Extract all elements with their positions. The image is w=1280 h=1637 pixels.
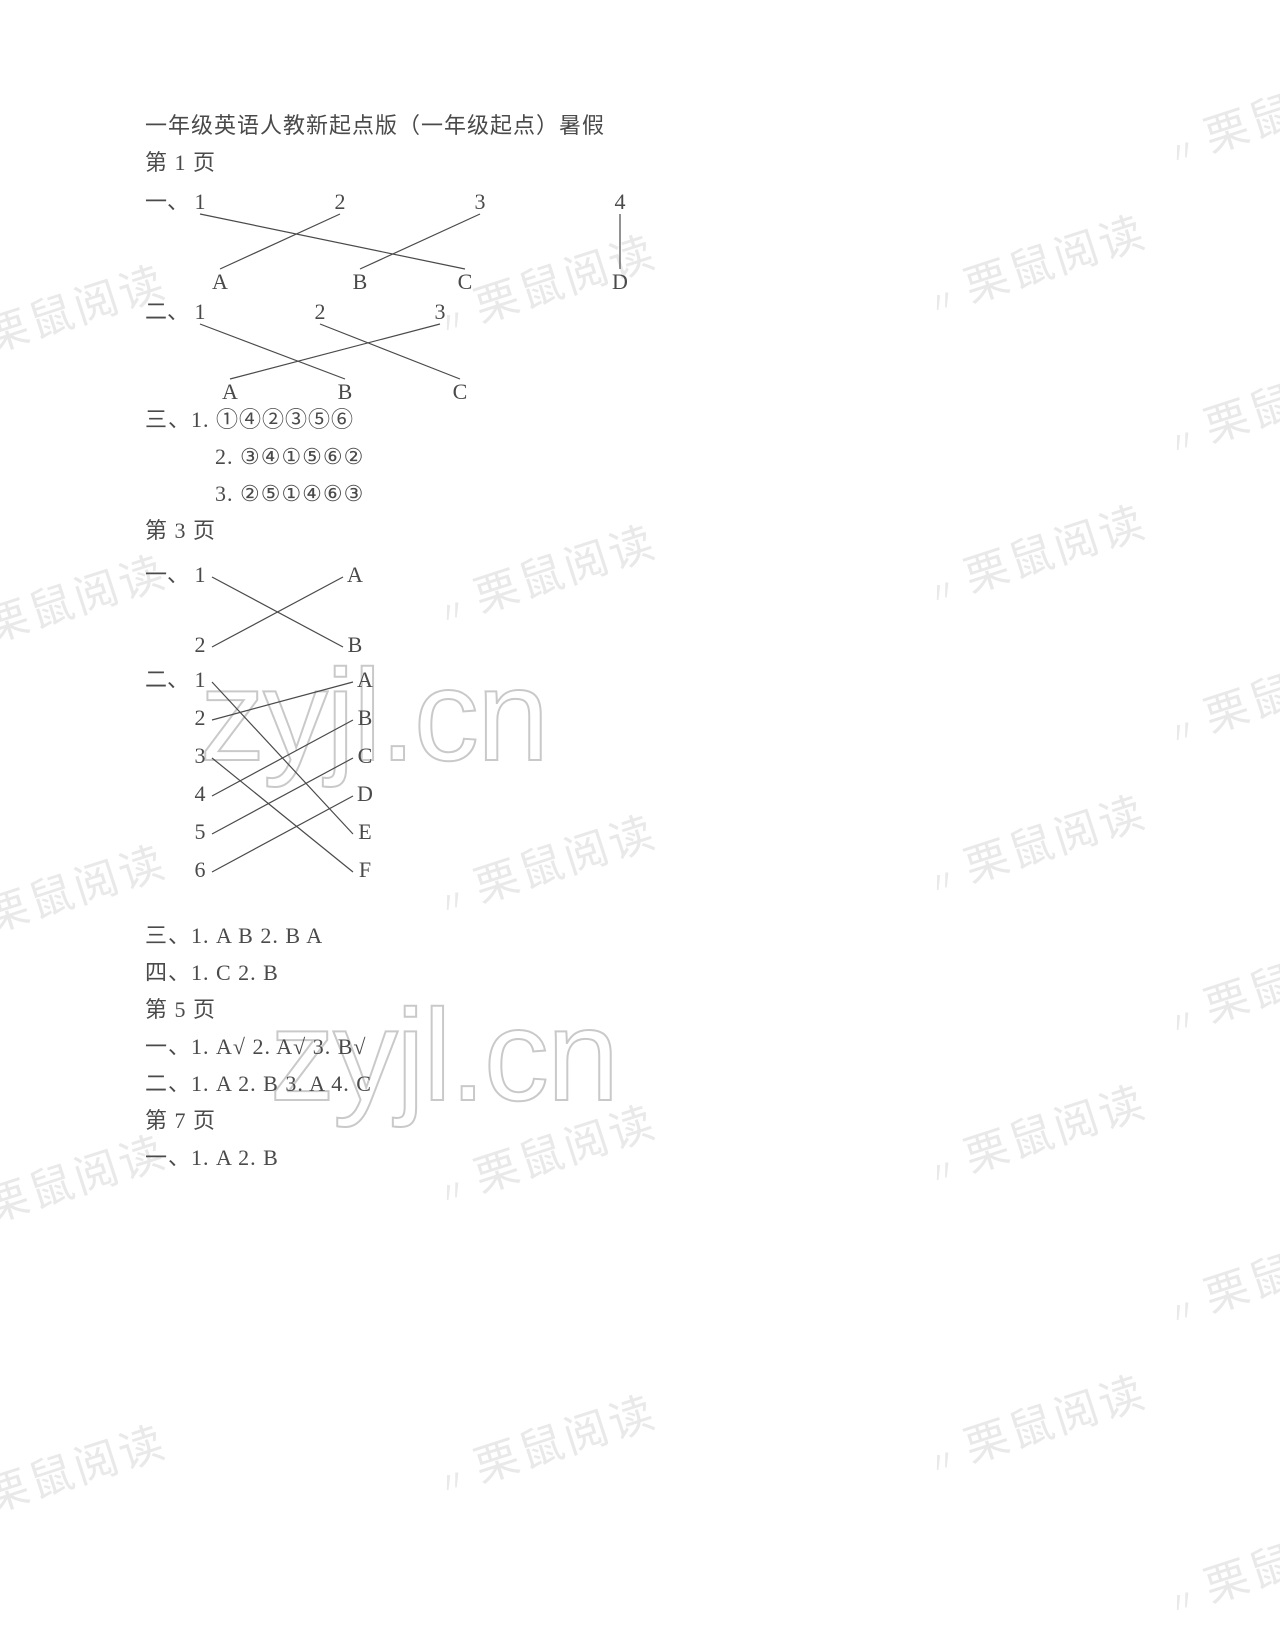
svg-text:F: F: [359, 857, 371, 882]
svg-text:B: B: [338, 379, 353, 404]
watermark-text: 〃栗鼠阅读: [1156, 1206, 1280, 1338]
svg-text:2: 2: [195, 632, 206, 657]
svg-text:一、: 一、: [145, 562, 189, 587]
p1-q3-item1: 1. ①④②③⑤⑥: [191, 407, 354, 432]
page1-heading: 第 1 页: [145, 152, 1145, 174]
svg-text:A: A: [222, 379, 238, 404]
p1-q1-matching: 一、1 2 3 4 A B C D: [145, 189, 1145, 299]
svg-text:3: 3: [195, 743, 206, 768]
svg-text:B: B: [348, 632, 363, 657]
svg-text:1: 1: [195, 562, 206, 587]
watermark-text: 〃栗鼠阅读: [1156, 626, 1280, 758]
p5-q1: 一、1. A√ 2. A√ 3. B√: [145, 1036, 1145, 1058]
svg-text:C: C: [458, 269, 473, 294]
watermark-text: 〃栗鼠阅读: [1156, 336, 1280, 468]
document-body: 一年级英语人教新起点版（一年级起点）暑假 第 1 页 一、1234ABCD 二、…: [145, 115, 1145, 1184]
p7-q1: 一、1. A 2. B: [145, 1147, 1145, 1169]
svg-text:2: 2: [335, 189, 346, 214]
page3-heading: 第 3 页: [145, 520, 1145, 542]
svg-text:3: 3: [475, 189, 486, 214]
svg-text:C: C: [453, 379, 468, 404]
svg-text:2: 2: [315, 299, 326, 324]
p3-q1-matching: 一、1 2 A B: [145, 557, 1145, 667]
svg-text:6: 6: [195, 857, 206, 882]
p3-q3: 三、1. A B 2. B A: [145, 925, 1145, 947]
watermark-text: 〃栗鼠阅读: [426, 1376, 664, 1508]
svg-text:D: D: [612, 269, 628, 294]
svg-text:B: B: [358, 705, 373, 730]
svg-text:A: A: [347, 562, 363, 587]
svg-text:3: 3: [435, 299, 446, 324]
document-title: 一年级英语人教新起点版（一年级起点）暑假: [145, 115, 1145, 137]
p1-q3-line1: 三、1. ①④②③⑤⑥: [145, 409, 1145, 431]
svg-text:C: C: [358, 743, 373, 768]
watermark-text: 〃栗鼠阅读: [1156, 1496, 1280, 1628]
p5-q2: 二、1. A 2. B 3. A 4. C: [145, 1073, 1145, 1095]
p1-q3-item2: 2. ③④①⑤⑥②: [145, 446, 1145, 468]
watermark-text: 〃栗鼠阅读: [916, 1356, 1154, 1488]
page7-heading: 第 7 页: [145, 1110, 1145, 1132]
svg-text:1: 1: [195, 299, 206, 324]
p1-q3-prefix: 三、: [145, 407, 191, 432]
svg-text:二、: 二、: [145, 667, 189, 692]
p3-q4: 四、1. C 2. B: [145, 962, 1145, 984]
watermark-text: 〃栗鼠阅读: [1156, 46, 1280, 178]
watermark-text: 〃栗鼠阅读: [1156, 916, 1280, 1048]
svg-text:4: 4: [615, 189, 626, 214]
svg-text:2: 2: [195, 705, 206, 730]
svg-text:D: D: [357, 781, 373, 806]
svg-text:4: 4: [195, 781, 206, 806]
p1-q3-item3: 3. ②⑤①④⑥③: [145, 483, 1145, 505]
svg-text:A: A: [357, 667, 373, 692]
svg-text:1: 1: [195, 667, 206, 692]
watermark-text: 〃栗鼠阅读: [0, 1406, 173, 1538]
svg-text:B: B: [353, 269, 368, 294]
svg-text:5: 5: [195, 819, 206, 844]
p3-q2-matching: 二、1 2 3 4 5 6 ABCDEF: [145, 667, 1145, 907]
svg-text:A: A: [212, 269, 228, 294]
svg-text:1: 1: [195, 189, 206, 214]
svg-text:E: E: [358, 819, 371, 844]
svg-text:一、: 一、: [145, 189, 189, 214]
svg-text:二、: 二、: [145, 299, 189, 324]
p1-q2-matching: 二、1 2 3 A B C: [145, 299, 1145, 409]
page5-heading: 第 5 页: [145, 999, 1145, 1021]
